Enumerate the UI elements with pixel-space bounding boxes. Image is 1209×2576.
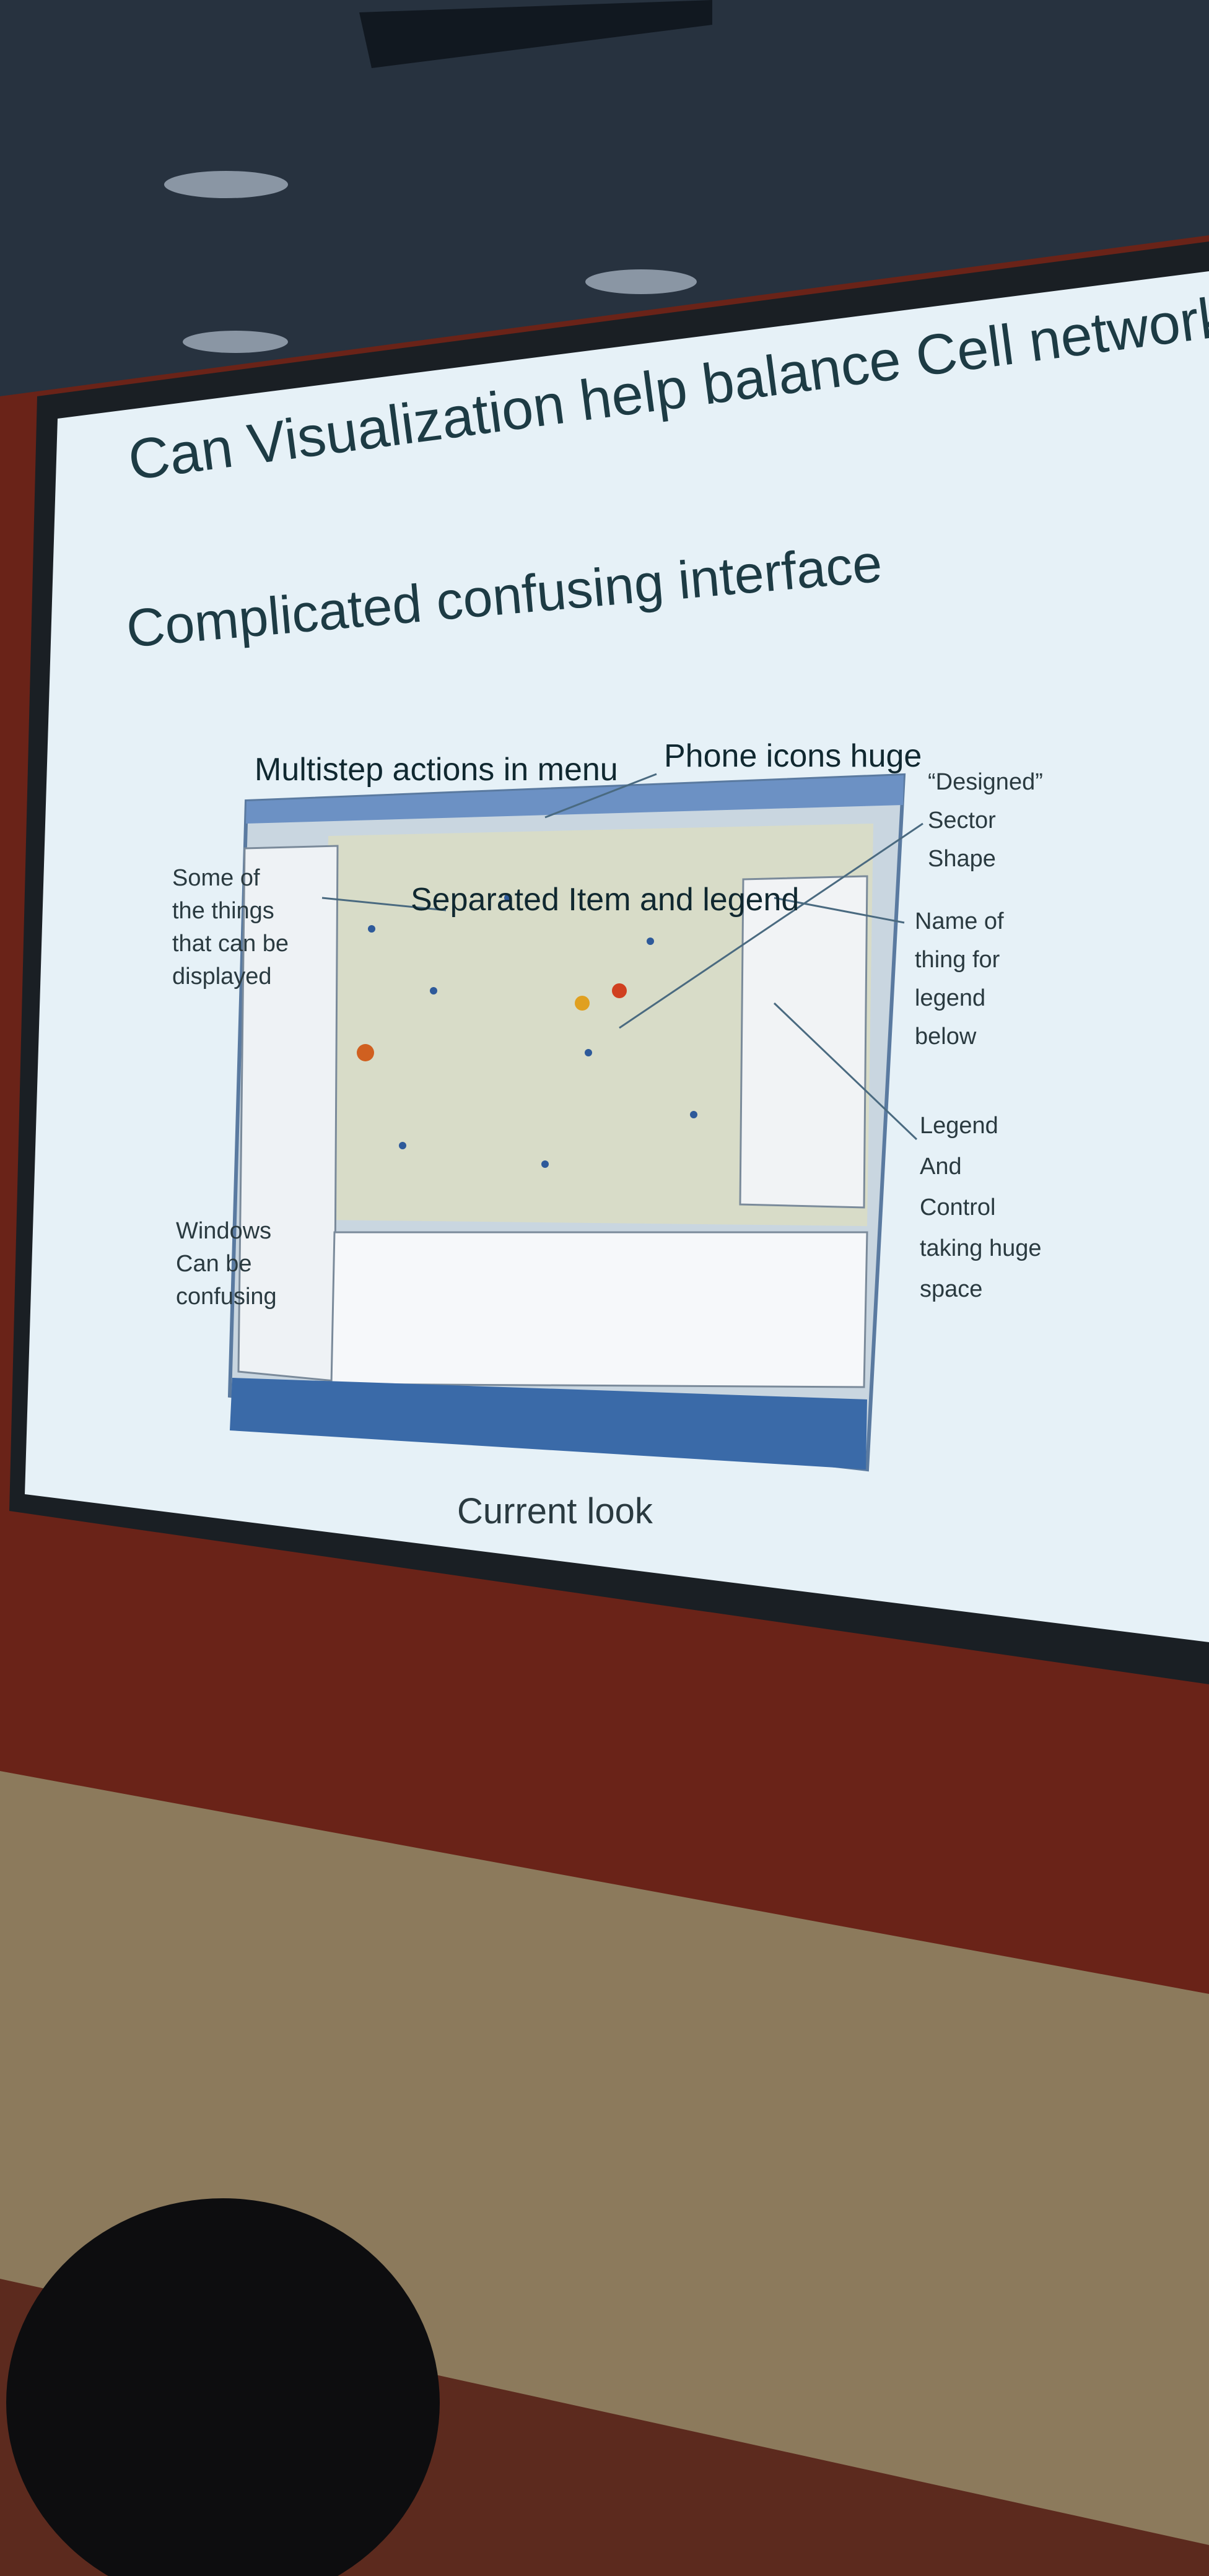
annotation-line: legend xyxy=(915,985,985,1011)
annotation: Separated Item and legend xyxy=(411,882,799,918)
annotation-line: “Designed” xyxy=(928,769,1043,795)
annotation-line: that can be xyxy=(172,931,289,957)
map-dots xyxy=(357,894,697,1168)
annotation-line: taking huge xyxy=(920,1235,1042,1261)
annotation: Phone icons huge xyxy=(664,738,922,774)
annotation-line: And xyxy=(920,1154,962,1180)
legend-panel xyxy=(739,875,868,1209)
annotation-line: Name of xyxy=(915,908,1004,934)
annotation-line: Sector xyxy=(928,807,996,833)
annotation-line: Some of xyxy=(172,865,260,891)
annotation-line: Legend xyxy=(920,1113,998,1139)
map-area xyxy=(322,824,873,1226)
viewer-head xyxy=(6,2198,440,2576)
ceiling-light xyxy=(183,331,288,353)
annotation-line: the things xyxy=(172,898,274,924)
ceiling-light xyxy=(585,269,697,294)
taskbar xyxy=(230,1378,867,1469)
app-toolbar xyxy=(246,775,904,824)
vent xyxy=(359,0,712,68)
annotation-line: below xyxy=(915,1024,977,1050)
pointer-lines xyxy=(321,773,923,1141)
annotation: Multistep actions in menu xyxy=(255,752,618,788)
annotation-line: Can be xyxy=(176,1251,252,1277)
data-table xyxy=(330,1231,868,1388)
annotation-line: confusing xyxy=(176,1284,277,1310)
annotation-line: Windows xyxy=(176,1218,271,1244)
caption: Current look xyxy=(457,1491,653,1531)
annotation-line: thing for xyxy=(915,947,1000,973)
annotation-line: displayed xyxy=(172,964,272,990)
annotation-line: Shape xyxy=(928,846,996,872)
annotation-line: Control xyxy=(920,1194,996,1221)
ceiling-light xyxy=(164,171,288,198)
annotation-line: space xyxy=(920,1276,982,1302)
